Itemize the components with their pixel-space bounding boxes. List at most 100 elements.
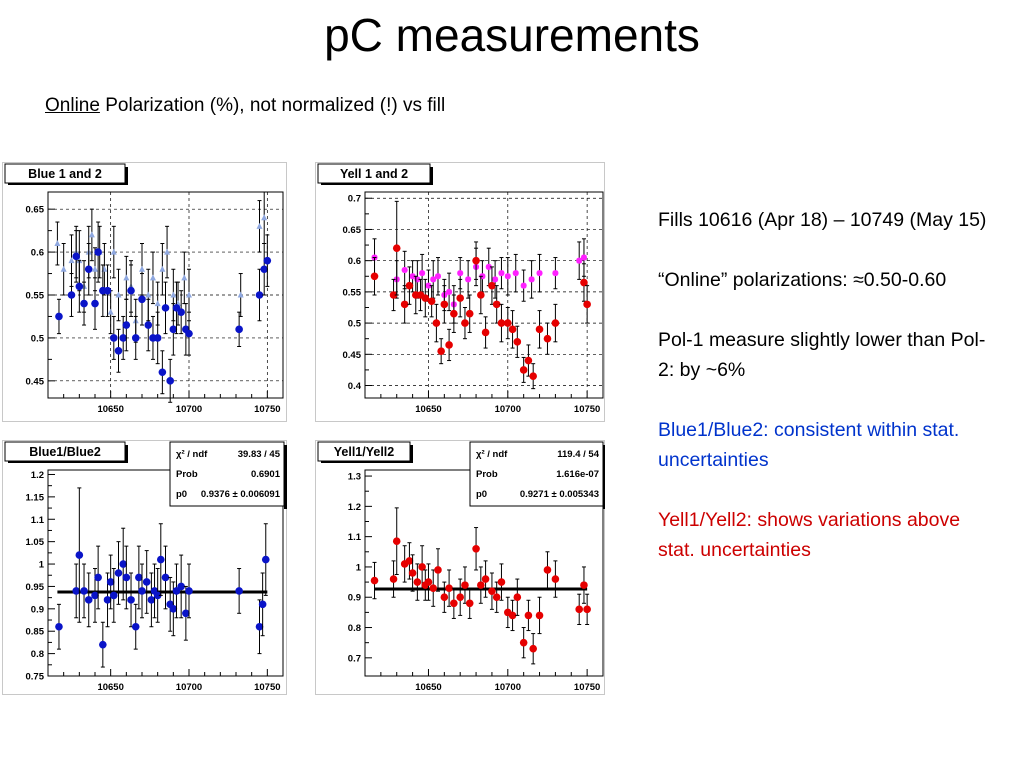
point-marker — [445, 341, 453, 349]
data-point — [456, 278, 464, 318]
point-marker — [427, 297, 436, 306]
data-point — [255, 599, 264, 655]
point-marker — [147, 596, 156, 604]
point-marker — [472, 256, 480, 265]
point-marker — [135, 573, 143, 582]
point-marker — [477, 581, 485, 589]
point-marker — [419, 270, 426, 277]
data-point — [543, 322, 552, 355]
point-marker — [54, 240, 61, 246]
data-point — [488, 266, 496, 305]
point-marker — [461, 581, 469, 589]
point-marker — [127, 596, 135, 604]
point-marker — [164, 248, 171, 255]
point-marker — [465, 276, 472, 283]
data-point — [147, 572, 156, 628]
x-tick-label: 10750 — [254, 682, 280, 693]
point-marker — [508, 325, 517, 334]
point-marker — [110, 334, 118, 342]
y-tick-label: 0.5 — [31, 333, 45, 344]
y-tick-label: 0.65 — [343, 225, 362, 236]
y-tick-label: 0.6 — [31, 248, 44, 259]
point-marker — [370, 576, 379, 585]
data-point — [580, 566, 588, 604]
data-point — [54, 221, 61, 266]
data-point — [424, 563, 433, 601]
stats-label: χ² / ndf — [476, 449, 508, 460]
point-marker — [144, 321, 153, 329]
point-marker — [114, 346, 123, 355]
data-point — [440, 285, 449, 324]
point-marker — [169, 325, 178, 334]
point-marker — [492, 300, 501, 309]
data-point — [115, 268, 122, 322]
data-point — [504, 257, 511, 296]
data-point — [166, 358, 174, 403]
data-point — [72, 230, 80, 283]
stats-box — [469, 441, 604, 507]
point-marker — [159, 265, 166, 272]
data-point — [583, 285, 591, 324]
note-yell-ratio: Yell1/Yell2: shows variations above stat… — [658, 509, 961, 561]
x-tick-label: 10750 — [574, 682, 600, 693]
data-point — [477, 275, 485, 315]
data-point — [260, 243, 269, 296]
data-point — [261, 523, 270, 596]
point-marker — [485, 263, 492, 270]
point-marker — [170, 291, 177, 298]
data-point — [114, 541, 123, 605]
data-point — [575, 593, 583, 625]
point-marker — [72, 252, 80, 261]
data-point — [529, 633, 537, 665]
point-marker — [481, 575, 490, 583]
point-marker — [145, 291, 152, 298]
chart-yell-1-and-2: Yell 1 and 2 0.4 0.45 0.5 0.55 0.6 0.65 0.7 1065… — [315, 162, 605, 422]
point-marker — [91, 591, 99, 600]
data-point — [543, 551, 552, 589]
data-point — [508, 599, 517, 632]
point-marker — [80, 587, 88, 595]
data-point — [445, 328, 453, 362]
notes-panel: Fills 10616 (Apr 18) – 10749 (May 15) “O… — [658, 205, 998, 595]
data-point — [72, 563, 80, 619]
point-marker — [504, 319, 512, 327]
point-marker — [182, 609, 190, 618]
point-marker — [392, 537, 401, 545]
stats-value: 1.616e-07 — [556, 469, 599, 480]
stats-label: χ² / ndf — [176, 449, 208, 460]
point-marker — [103, 596, 112, 604]
stats-label: p0 — [476, 489, 487, 500]
y-tick-label: 0.5 — [348, 319, 362, 330]
point-marker — [72, 587, 80, 595]
point-marker — [457, 270, 464, 277]
point-marker — [465, 309, 474, 318]
data-point — [536, 253, 543, 293]
data-point — [520, 269, 527, 302]
y-tick-label: 1.1 — [348, 532, 362, 543]
data-point — [481, 316, 490, 349]
y-tick-label: 1.15 — [26, 492, 45, 503]
data-point — [432, 303, 441, 343]
data-point — [185, 563, 193, 619]
point-marker — [94, 573, 102, 582]
data-point — [551, 560, 560, 598]
point-marker — [149, 274, 156, 281]
point-marker — [60, 265, 67, 272]
data-point — [497, 563, 506, 601]
data-point — [114, 328, 123, 373]
point-marker — [75, 551, 84, 559]
data-point — [80, 563, 88, 619]
y-tick-label: 0.9 — [348, 593, 361, 604]
chart-title-shadow — [125, 445, 128, 462]
point-marker — [461, 319, 469, 327]
data-point — [138, 273, 146, 326]
y-tick-label: 0.65 — [26, 205, 45, 216]
data-point — [434, 257, 441, 296]
data-point — [400, 285, 409, 324]
data-point — [481, 560, 490, 598]
stats-label: p0 — [176, 489, 187, 500]
point-marker — [153, 334, 162, 342]
data-point — [465, 587, 474, 619]
point-marker — [119, 334, 127, 342]
data-point — [418, 545, 426, 589]
